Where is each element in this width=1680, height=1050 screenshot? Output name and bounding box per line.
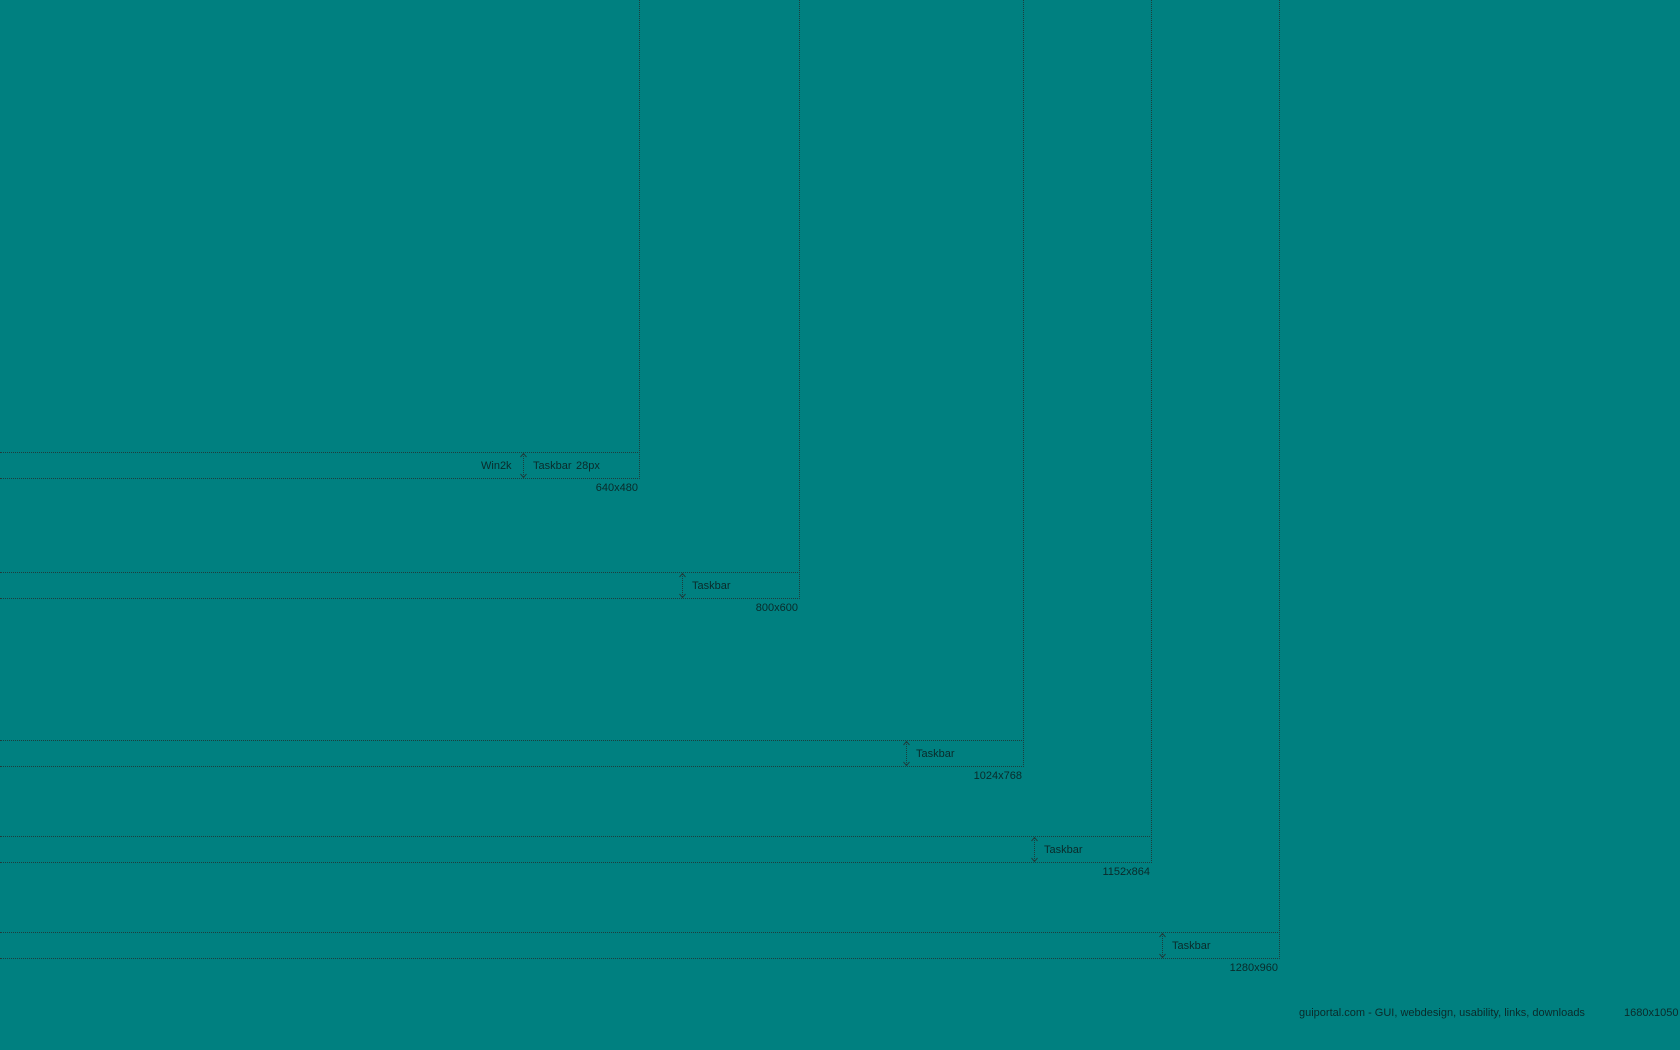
taskbar-zone-1280x960: Taskbar (0, 932, 1280, 959)
current-resolution-label: 1680x1050 (1624, 1007, 1679, 1019)
taskbar-zone-1024x768: Taskbar (0, 740, 1024, 767)
resolution-label-1280x960: 1280x960 (1229, 962, 1278, 974)
taskbar-zone-640x480: Win2k Taskbar 28px (0, 452, 640, 479)
resolution-label-1152x864: 1152x864 (1102, 866, 1150, 878)
site-credit: guiportal.com - GUI, webdesign, usabilit… (1299, 1007, 1585, 1019)
double-arrow-icon (678, 572, 687, 599)
taskbar-zone-1152x864: Taskbar (0, 836, 1152, 863)
screen-frame-640x480 (0, 0, 640, 479)
resolution-label-800x600: 800x600 (755, 602, 798, 614)
os-label: Win2k (481, 460, 512, 472)
double-arrow-icon (902, 740, 911, 767)
taskbar-label: Taskbar (1044, 844, 1083, 856)
screen-frame-800x600 (0, 0, 800, 599)
taskbar-label: Taskbar (1172, 940, 1211, 952)
double-arrow-icon (519, 452, 528, 479)
resolution-label-640x480: 640x480 (595, 482, 638, 494)
taskbar-label: Taskbar (533, 460, 572, 472)
double-arrow-icon (1030, 836, 1039, 863)
taskbar-height-label: 28px (576, 460, 600, 472)
taskbar-zone-800x600: Taskbar (0, 572, 800, 599)
taskbar-label: Taskbar (916, 748, 955, 760)
screen-frame-1280x960 (0, 0, 1280, 959)
taskbar-label: Taskbar (692, 580, 731, 592)
resolution-label-1024x768: 1024x768 (973, 770, 1022, 782)
screen-frame-1024x768 (0, 0, 1024, 767)
double-arrow-icon (1158, 932, 1167, 959)
screen-frame-1152x864 (0, 0, 1152, 863)
